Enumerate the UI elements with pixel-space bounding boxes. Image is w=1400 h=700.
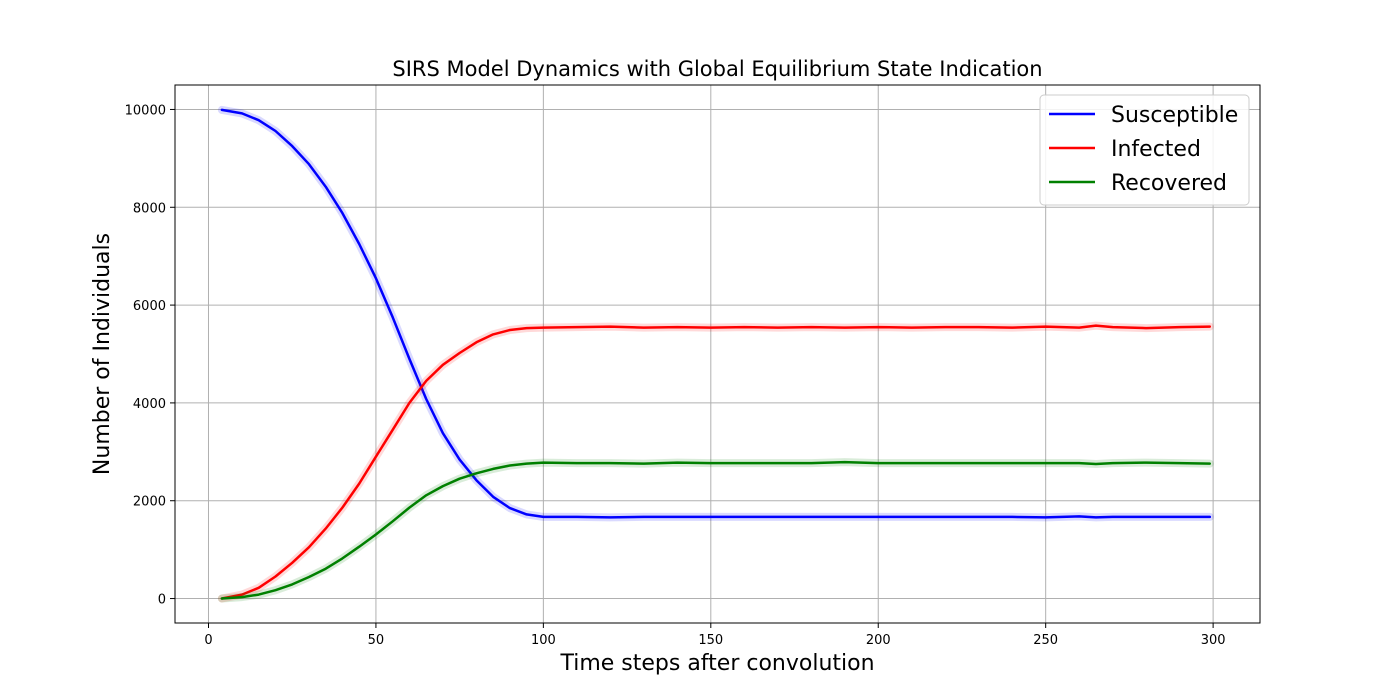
plot-frame: [174, 84, 1261, 624]
y-tick-label: 6000: [133, 299, 166, 314]
y-tick-label: 0: [158, 593, 166, 608]
y-tick-label: 10000: [125, 103, 166, 118]
legend-box: [1039, 94, 1250, 206]
y-tick-label: 2000: [133, 495, 166, 510]
series-layer: [217, 105, 1214, 603]
y-tick-label: 4000: [133, 397, 166, 412]
series-line-susceptible: [220, 108, 1212, 519]
x-tick-label: 50: [368, 633, 385, 648]
x-axis-label: Time steps after convolution: [559, 651, 874, 676]
x-tick-label: 150: [698, 633, 723, 648]
series-line-recovered: [220, 460, 1212, 600]
x-tick-label: 250: [1033, 633, 1058, 648]
x-tick-label: 100: [531, 633, 556, 648]
y-tick-label: 8000: [133, 201, 166, 216]
x-tick-label: 200: [866, 633, 891, 648]
legend-label-infected: Infected: [1111, 137, 1201, 162]
legend-label-susceptible: Susceptible: [1111, 103, 1238, 128]
ticks: 0 50 100 150 200 250 300 0 2000 4000 6000 8000 10000: [125, 103, 1226, 648]
series-line-infected: [220, 324, 1212, 600]
legend-label-recovered: Recovered: [1111, 171, 1227, 196]
y-axis-label: Number of Individuals: [90, 233, 115, 475]
chart-title: SIRS Model Dynamics with Global Equilibr…: [392, 57, 1042, 81]
series-band-recovered: [217, 458, 1214, 603]
legend: Susceptible Infected Recovered: [1039, 94, 1250, 206]
x-tick-label: 0: [204, 633, 212, 648]
x-tick-label: 300: [1201, 633, 1226, 648]
